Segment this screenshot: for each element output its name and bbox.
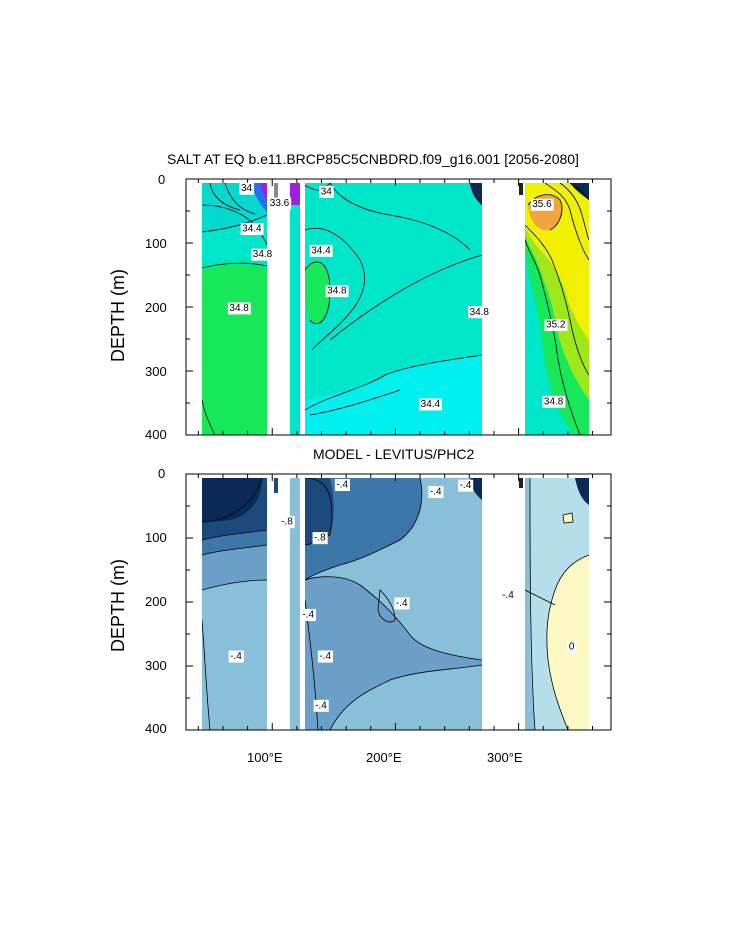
contour-label-box — [428, 486, 444, 499]
salinity-field — [201, 182, 590, 435]
contour-label-box — [227, 302, 251, 315]
contour-label-box — [239, 182, 255, 195]
contour-label-box — [419, 398, 443, 411]
contour-label: 35.2 — [546, 320, 566, 331]
x-tick-100E: 100°E — [247, 750, 283, 765]
salinity-west-green — [202, 263, 267, 435]
anomaly-central-light — [330, 665, 482, 730]
contour-label-box — [268, 197, 292, 210]
chart-title-top: SALT AT EQ b.e11.BRCP85C5CNBDRD.f09_g16.… — [167, 151, 579, 167]
contour-label-box — [240, 223, 264, 236]
axis-ticks — [186, 178, 611, 731]
contour-label: -.4 — [396, 598, 408, 609]
contour-label: -.8 — [281, 517, 293, 528]
contour-label-box — [468, 306, 491, 319]
contour-label-box — [542, 395, 566, 408]
contour-label-box — [228, 650, 244, 663]
salinity-west-surface — [202, 183, 267, 232]
y-tick-top-100: 100 — [145, 236, 167, 251]
land-mask-bottom — [186, 474, 611, 730]
contour-label: -.4 — [460, 480, 472, 491]
contour-label: 34.8 — [544, 396, 564, 407]
land-mask-top-strip — [186, 179, 611, 183]
contour-label: 34.8 — [253, 249, 273, 260]
x-tick-200E: 200°E — [366, 750, 402, 765]
contour-label-box — [300, 608, 316, 621]
land-mask-top-2 — [300, 179, 305, 435]
contour-label: -.4 — [430, 487, 442, 498]
contour-label: -.4 — [302, 609, 314, 620]
y-tick-top-0: 0 — [158, 172, 166, 187]
salinity-east-fresh — [570, 183, 589, 200]
salinity-central-fresh — [290, 183, 300, 205]
contour-label-box — [530, 198, 554, 211]
contour-label-box — [317, 650, 333, 663]
land-mask-bottom-strip — [186, 474, 611, 478]
contour-label: 34 — [321, 186, 333, 197]
contour-label: 34.4 — [242, 224, 262, 235]
anomaly-west-dark — [202, 478, 262, 522]
contour-label-box — [567, 640, 577, 653]
contour-label: -.4 — [319, 651, 331, 662]
chart-title-bottom: MODEL - LEVITUS/PHC2 — [313, 446, 475, 462]
contour-label: -.8 — [314, 533, 326, 544]
contour-label-box — [458, 479, 474, 492]
contour-label-box — [312, 532, 328, 545]
contour-label: 34.8 — [470, 307, 490, 318]
contour-label-box — [394, 597, 410, 610]
contour-label-box — [544, 319, 568, 332]
y-tick-bottom-400: 400 — [145, 721, 167, 736]
contour-label: -.4 — [502, 590, 514, 601]
anomaly-east-pale — [530, 478, 589, 730]
salinity-central-cyan — [305, 355, 482, 435]
contour-label: 34.4 — [311, 245, 331, 256]
contour-label: 0 — [569, 641, 575, 652]
contour-label-box — [279, 516, 295, 529]
y-tick-top-300: 300 — [145, 364, 167, 379]
salinity-central-east-fresh — [470, 183, 482, 205]
contour-label-box — [500, 589, 516, 602]
y-tick-bottom-300: 300 — [145, 658, 167, 673]
contour-label: 34.8 — [327, 286, 347, 297]
anomaly-contours — [201, 477, 590, 730]
y-tick-top-200: 200 — [145, 300, 167, 315]
anomaly-east-cream-spot — [563, 513, 573, 523]
salinity-central-green — [305, 261, 330, 324]
contour-label: 33.6 — [270, 198, 290, 209]
land-gray-block — [274, 183, 278, 201]
contour-labels-top: 34 33.6 34.4 34.8 34.8 34 34.4 34.8 34.8 34.4 35.6… — [227, 182, 568, 411]
contour-label-box — [313, 699, 329, 712]
contour-label: 35.6 — [532, 199, 552, 210]
contour-labels-bottom: -.8 -.4 -.8 -.4 -.4 -.4 -.4 -.4 -.4 -.4 -.4 0 — [228, 479, 577, 712]
y-tick-bottom-0: 0 — [158, 466, 166, 481]
anomaly-central-mid — [305, 478, 422, 580]
land-dark-block-bottom — [519, 478, 523, 488]
contour-label: -.4 — [230, 651, 242, 662]
y-tick-bottom-100: 100 — [145, 530, 167, 545]
land-mask-bottom-1 — [267, 474, 290, 730]
contour-label: -.4 — [336, 480, 348, 491]
y-tick-top-400: 400 — [145, 427, 167, 442]
anomaly-central-navy — [305, 478, 334, 545]
contour-label-box — [309, 244, 333, 257]
contour-label-box — [251, 248, 275, 261]
y-tick-bottom-200: 200 — [145, 594, 167, 609]
contour-label-box — [334, 479, 350, 492]
contour-label-box — [319, 185, 334, 198]
contour-label-box — [325, 285, 349, 298]
contour-label: -.4 — [315, 700, 327, 711]
x-tick-300E: 300°E — [487, 750, 523, 765]
land-navy-block — [274, 478, 278, 493]
anomaly-east-dark — [575, 478, 589, 505]
contour-label: 34 — [241, 183, 253, 194]
contour-label: 34.4 — [421, 399, 441, 410]
land-mask-top-1 — [267, 179, 290, 435]
land-dark-block — [519, 183, 523, 195]
contour-label: 34.8 — [229, 303, 249, 314]
salinity-west-band — [202, 259, 267, 270]
salinity-west-freshest — [260, 183, 267, 200]
land-mask-bottom-3 — [482, 474, 525, 730]
land-mask-bottom-2 — [300, 474, 305, 730]
